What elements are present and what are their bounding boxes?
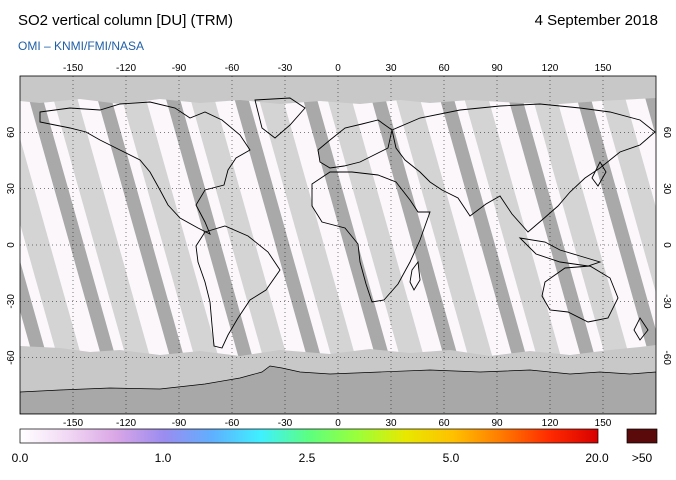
lon-label-top--150: -150 xyxy=(63,63,83,74)
lon-label-top--90: -90 xyxy=(172,63,187,74)
lat-label-left-60: 60 xyxy=(6,126,17,138)
swath-19 xyxy=(570,76,656,381)
swath-18 xyxy=(526,76,646,414)
lon-label-bottom-90: 90 xyxy=(491,418,503,429)
bottom-longitude-labels: -150 -120 -90 -60 -30 0 30 60 90 120 150 xyxy=(63,418,612,429)
lat-label-left--60: -60 xyxy=(6,350,17,365)
lat-label-right-0: 0 xyxy=(661,242,672,248)
swath-4 xyxy=(47,76,166,414)
lon-label-top--30: -30 xyxy=(278,63,293,74)
map-plot-area xyxy=(20,76,656,414)
swath-20 xyxy=(595,76,656,294)
left-latitude-labels: 60 30 0 -30 -60 xyxy=(6,126,17,365)
lon-label-bottom--60: -60 xyxy=(225,418,240,429)
swath-2 xyxy=(20,138,98,414)
lat-label-right--60: -60 xyxy=(661,350,672,365)
graticule xyxy=(20,76,656,414)
colorbar-overflow-label: >50 xyxy=(632,451,653,465)
lon-label-top--60: -60 xyxy=(225,63,240,74)
colorbar-overflow-swatch xyxy=(626,428,658,444)
colorbar-label-1: 1.0 xyxy=(155,451,172,465)
map-title: SO2 vertical column [DU] (TRM) xyxy=(18,12,234,29)
top-longitude-labels: -150 -120 -90 -60 -30 0 30 60 90 120 150 xyxy=(63,63,612,74)
lat-label-left-30: 30 xyxy=(6,183,17,195)
data-credit: OMI – KNMI/FMI/NASA xyxy=(18,39,145,53)
colorbar-label-3: 5.0 xyxy=(443,451,460,465)
coastlines xyxy=(39,97,656,349)
swath-13 xyxy=(365,76,474,414)
map-date: 4 September 2018 xyxy=(534,12,658,29)
swath-14 xyxy=(389,76,509,414)
swath-11 xyxy=(296,76,406,414)
lat-label-left--30: -30 xyxy=(6,294,17,309)
swath-8 xyxy=(184,76,303,414)
lon-label-top-60: 60 xyxy=(438,63,450,74)
lon-label-bottom-60: 60 xyxy=(438,418,450,429)
lon-label-top-150: 150 xyxy=(595,63,612,74)
lon-label-bottom--150: -150 xyxy=(63,418,83,429)
swath-6 xyxy=(115,76,235,414)
lon-label-bottom--90: -90 xyxy=(172,418,187,429)
lon-label-bottom-30: 30 xyxy=(385,418,397,429)
swath-9 xyxy=(228,76,337,414)
lon-label-top-30: 30 xyxy=(385,63,397,74)
lon-label-bottom--120: -120 xyxy=(116,418,136,429)
antarctica xyxy=(20,365,656,414)
swath-7 xyxy=(159,76,269,414)
lon-label-bottom--30: -30 xyxy=(278,418,293,429)
colorbar-label-4: 20.0 xyxy=(585,451,609,465)
lat-label-right-30: 30 xyxy=(661,183,672,195)
right-latitude-labels: 60 30 0 -30 -60 xyxy=(661,127,672,366)
colorbar-label-2: 2.5 xyxy=(299,451,316,465)
lat-label-right-60: 60 xyxy=(661,127,672,139)
lat-label-right--30: -30 xyxy=(661,294,672,309)
swath-16 xyxy=(458,76,577,414)
colorbar-label-0: 0.0 xyxy=(12,451,29,465)
lon-label-bottom-150: 150 xyxy=(595,418,612,429)
colorbar-labels: 0.0 1.0 2.5 5.0 20.0 >50 xyxy=(12,451,653,465)
colorbar xyxy=(19,428,599,444)
lon-label-top-0: 0 xyxy=(335,63,341,74)
map-frame xyxy=(19,75,657,415)
lon-label-bottom-0: 0 xyxy=(335,418,341,429)
swath-5 xyxy=(91,76,200,414)
lon-label-bottom-120: 120 xyxy=(542,418,559,429)
lon-label-top-90: 90 xyxy=(491,63,503,74)
lon-label-top-120: 120 xyxy=(542,63,559,74)
lat-label-left-0: 0 xyxy=(6,242,17,248)
lon-label-top--120: -120 xyxy=(116,63,136,74)
